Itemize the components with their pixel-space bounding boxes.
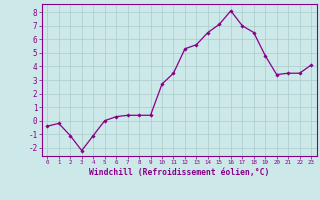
- X-axis label: Windchill (Refroidissement éolien,°C): Windchill (Refroidissement éolien,°C): [89, 168, 269, 177]
